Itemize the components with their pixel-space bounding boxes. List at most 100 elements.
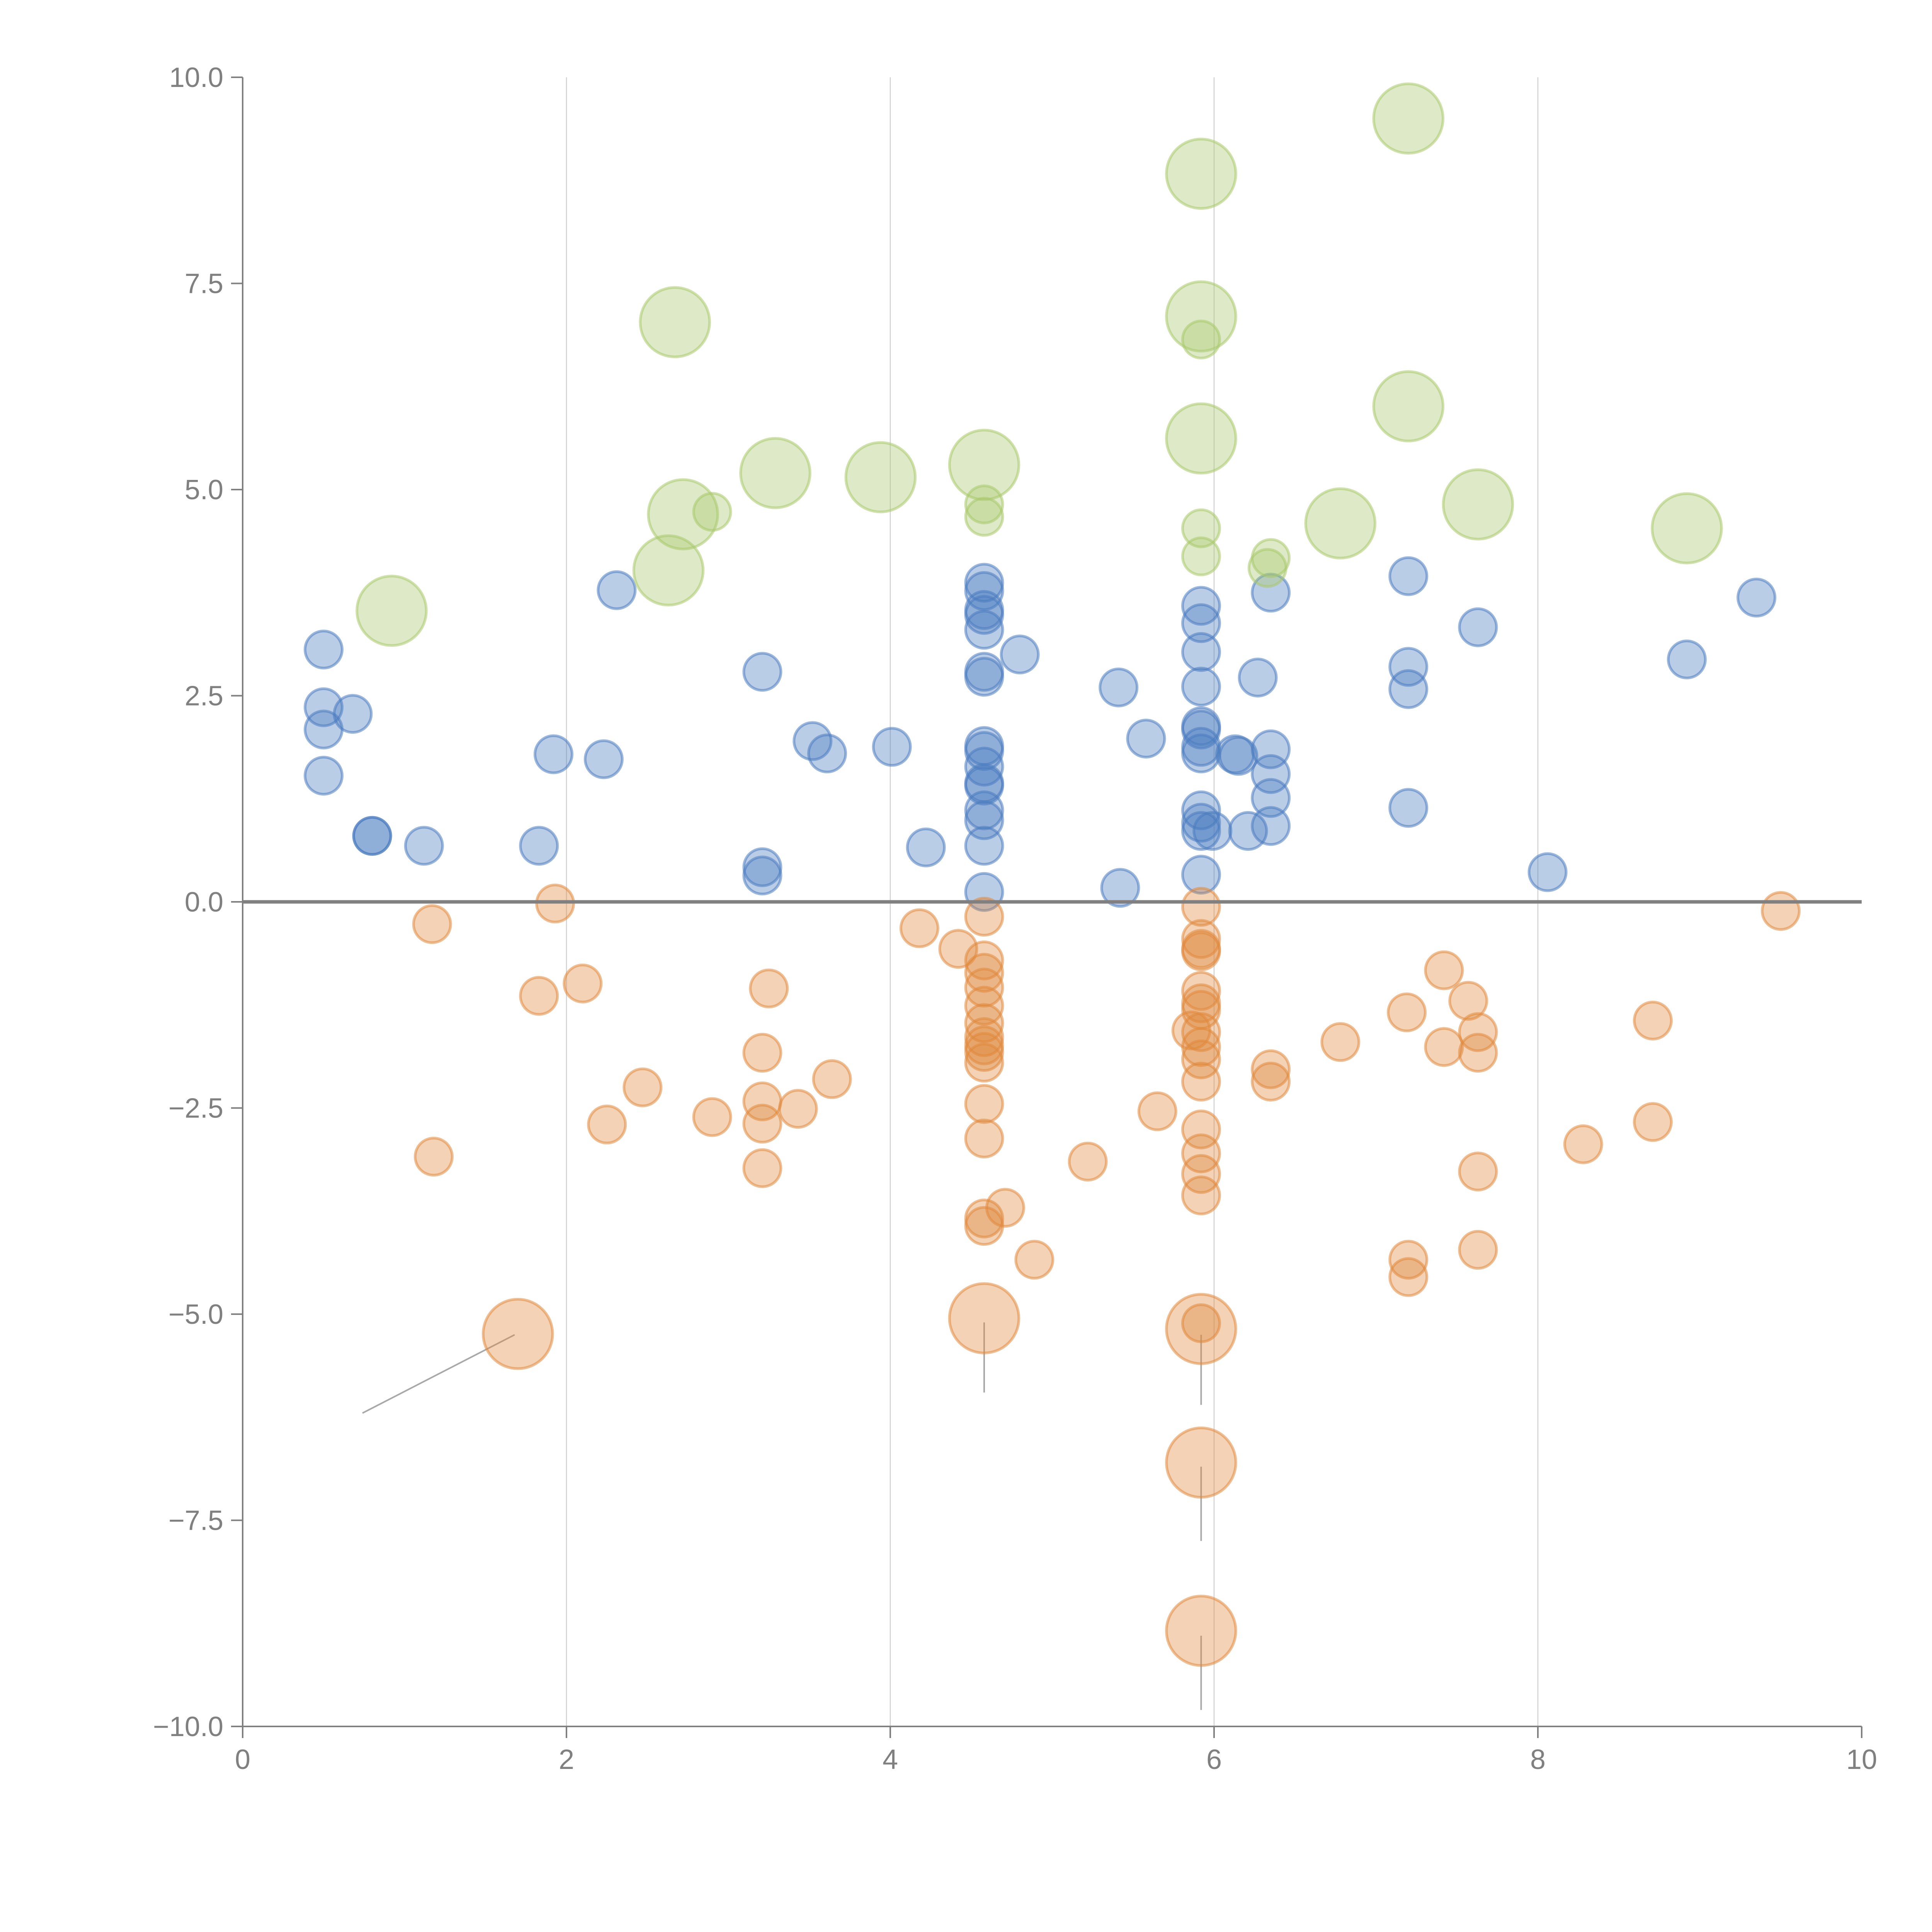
- point-orange: [899, 908, 939, 948]
- point-orange: [749, 968, 789, 1009]
- point-blue: [964, 610, 1004, 650]
- point-orange: [742, 1148, 782, 1188]
- point-green: [1304, 487, 1377, 560]
- y-tick-label: 0.0: [185, 887, 223, 918]
- point-blue: [1736, 578, 1777, 618]
- point-orange: [1181, 1154, 1221, 1194]
- point-orange: [985, 1188, 1025, 1228]
- point-blue: [304, 629, 344, 670]
- point-green: [1165, 138, 1237, 210]
- point-green: [632, 534, 705, 607]
- point-blue: [1251, 806, 1291, 846]
- point-orange: [1458, 1012, 1498, 1052]
- point-blue: [1388, 788, 1429, 828]
- point-green: [1247, 548, 1287, 588]
- point-orange: [1181, 1175, 1221, 1216]
- point-blue: [304, 687, 344, 727]
- point-green: [639, 286, 711, 359]
- point-blue: [742, 652, 782, 692]
- y-ticks: 10.0 7.5 5.0 2.5 0.0 −2.5 −5.0 −7.5 −10.0: [153, 62, 243, 1742]
- point-orange: [964, 1043, 1004, 1083]
- point-orange: [587, 1104, 627, 1145]
- point-blue: [1388, 669, 1429, 709]
- point-blue: [1238, 658, 1278, 698]
- x-tick-label: 0: [235, 1744, 250, 1775]
- point-blue: [1099, 667, 1139, 707]
- point-orange: [742, 1104, 782, 1144]
- point-green: [1181, 320, 1221, 360]
- point-orange: [948, 1282, 1020, 1354]
- point-orange: [964, 1084, 1004, 1124]
- point-orange: [1181, 1133, 1221, 1173]
- point-orange: [622, 1067, 663, 1107]
- point-blue: [1181, 733, 1221, 774]
- point-orange: [1320, 1022, 1361, 1062]
- point-blue: [1251, 778, 1291, 818]
- point-blue: [1388, 556, 1429, 596]
- point-blue: [1527, 852, 1568, 892]
- point-green: [1442, 468, 1514, 541]
- point-blue: [1181, 790, 1221, 830]
- x-tick-label: 10: [1846, 1744, 1877, 1775]
- y-tick-label: −7.5: [168, 1505, 223, 1536]
- point-orange: [1448, 981, 1488, 1021]
- point-blue: [333, 694, 373, 734]
- point-orange: [412, 904, 452, 944]
- point-orange: [1424, 950, 1464, 990]
- point-orange: [1563, 1124, 1603, 1164]
- point-orange: [482, 1298, 554, 1370]
- point-green: [844, 441, 917, 514]
- point-blue: [1181, 632, 1221, 672]
- point-blue: [1181, 603, 1221, 643]
- point-blue: [964, 790, 1004, 830]
- point-blue: [964, 826, 1004, 866]
- point-orange: [812, 1059, 852, 1099]
- point-orange: [1171, 1010, 1211, 1051]
- point-blue: [1181, 855, 1221, 895]
- point-orange: [519, 976, 559, 1016]
- point-orange: [1014, 1240, 1054, 1280]
- point-orange: [1165, 1426, 1237, 1499]
- point-orange: [1137, 1091, 1177, 1131]
- point-orange: [964, 1003, 1004, 1043]
- point-blue: [807, 733, 847, 774]
- point-orange: [778, 1089, 818, 1129]
- point-blue: [964, 731, 1004, 771]
- point-orange: [964, 1118, 1004, 1158]
- point-orange: [1181, 919, 1221, 959]
- x-tick-label: 6: [1206, 1744, 1222, 1775]
- leader-line: [362, 1334, 515, 1414]
- point-orange: [1181, 1061, 1221, 1102]
- point-orange: [1068, 1141, 1108, 1182]
- point-green: [1181, 536, 1221, 577]
- point-blue: [1192, 811, 1233, 851]
- point-blue: [352, 816, 392, 856]
- point-orange: [1633, 1000, 1673, 1041]
- point-blue: [519, 826, 559, 866]
- point-orange: [1388, 1257, 1429, 1297]
- point-orange: [1181, 931, 1221, 971]
- series-orange: [412, 883, 1801, 1667]
- point-blue: [742, 855, 782, 896]
- point-green: [692, 492, 732, 532]
- point-orange: [1458, 1230, 1498, 1270]
- series-green: [355, 82, 1723, 647]
- y-tick-label: 2.5: [185, 681, 223, 712]
- point-orange: [1165, 1595, 1237, 1667]
- point-blue: [533, 734, 573, 774]
- point-blue: [304, 755, 344, 796]
- point-orange: [1165, 1293, 1237, 1365]
- point-orange: [964, 940, 1004, 981]
- point-blue: [872, 727, 912, 767]
- point-orange: [1633, 1102, 1673, 1142]
- x-ticks: 0 2 4 6 8 10: [235, 1726, 1877, 1775]
- point-orange: [938, 929, 978, 969]
- y-tick-label: −2.5: [168, 1093, 223, 1124]
- point-orange: [1761, 891, 1801, 931]
- point-blue: [964, 656, 1004, 697]
- point-blue: [1388, 647, 1429, 687]
- point-blue: [906, 827, 946, 867]
- y-tick-label: 10.0: [169, 62, 223, 93]
- point-green: [1372, 82, 1445, 155]
- point-orange: [692, 1097, 732, 1137]
